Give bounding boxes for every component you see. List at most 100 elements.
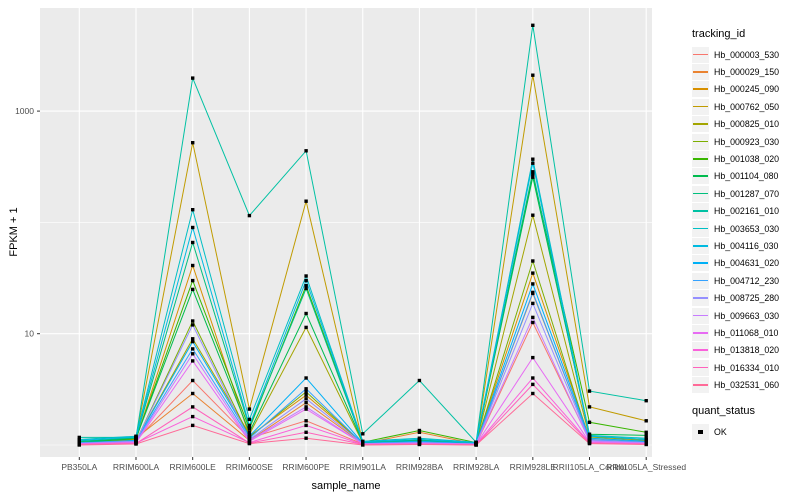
legend-key-swatch (692, 423, 709, 440)
legend-key-swatch (692, 151, 709, 168)
legend-key-line-icon (693, 366, 708, 369)
data-point (191, 391, 195, 396)
data-point (304, 405, 308, 409)
legend: tracking_id Hb_000003_530 Hb_000029_150 Hb… (692, 28, 798, 440)
legend-item-Hb_004712_230: Hb_004712_230 (692, 272, 798, 289)
data-point (644, 437, 648, 442)
legend-item-list: Hb_000003_530 Hb_000029_150 Hb_000245_090 H… (692, 46, 798, 394)
data-point (644, 399, 648, 403)
legend-key-line-icon (693, 192, 708, 195)
x-tick-label: RRIM928BA (396, 462, 444, 472)
legend-key-line-icon (693, 314, 708, 317)
legend-key-swatch (692, 203, 709, 220)
legend-key-swatch (692, 342, 709, 359)
data-point (644, 433, 648, 438)
data-point (304, 397, 308, 401)
data-point (134, 442, 138, 446)
legend-key-swatch (692, 46, 709, 63)
y-axis-title: FPKM + 1 (8, 207, 20, 257)
data-point (77, 435, 81, 440)
legend-item-label: Hb_004116_030 (714, 240, 779, 251)
legend-key-swatch (692, 377, 709, 394)
x-tick-label: RRIM600PE (282, 462, 330, 472)
legend-item-Hb_000762_050: Hb_000762_050 (692, 98, 798, 115)
legend-item-Hb_001038_020: Hb_001038_020 (692, 150, 798, 168)
data-point (474, 443, 478, 447)
data-point (417, 442, 422, 447)
data-point (531, 170, 535, 174)
legend-item-label: Hb_002161_010 (714, 206, 780, 217)
legend-key-swatch (692, 255, 709, 272)
legend-item-Hb_000825_010: Hb_000825_010 (692, 116, 798, 133)
legend-item-Hb_000003_530: Hb_000003_530 (692, 46, 798, 63)
data-point (247, 441, 252, 446)
data-point (191, 208, 195, 212)
legend-key-line-icon (693, 262, 708, 264)
data-point (531, 391, 535, 396)
legend-item-label: Hb_016334_010 (714, 362, 780, 373)
data-point (531, 315, 535, 320)
legend-item-Hb_002161_010: Hb_002161_010 (692, 203, 798, 220)
legend-key-line-icon (693, 105, 708, 108)
data-point (77, 438, 81, 443)
data-point (417, 378, 422, 383)
data-point (191, 339, 195, 344)
legend-key-swatch (692, 324, 709, 341)
data-point (304, 199, 308, 203)
legend-key-line-icon (693, 88, 708, 91)
data-point (191, 225, 195, 230)
data-point (304, 407, 308, 411)
legend-key-line-icon (693, 349, 708, 351)
data-point (247, 427, 252, 431)
x-tick-label: PB350LA (61, 462, 97, 472)
legend-item-Hb_004631_020: Hb_004631_020 (692, 255, 798, 272)
legend-title-quant-status: quant_status (692, 404, 755, 417)
x-tick-label: RRIM928LE (510, 462, 557, 472)
legend-key-swatch (692, 290, 709, 307)
legend-key-swatch (692, 98, 709, 115)
legend-key-swatch (692, 133, 709, 150)
legend-key-line-icon (693, 53, 708, 56)
legend-key-line-icon (693, 384, 708, 386)
data-point (247, 432, 252, 436)
legend-key-swatch (692, 81, 709, 98)
legend-item-Hb_000245_090: Hb_000245_090 (692, 81, 798, 98)
data-point (191, 378, 195, 383)
legend-item-label: Hb_001104_080 (714, 171, 779, 182)
data-point (191, 141, 195, 145)
data-point (247, 417, 252, 422)
data-point (304, 387, 308, 391)
data-point (191, 423, 195, 428)
data-point (531, 172, 535, 177)
legend-item-label: Hb_001287_070 (714, 188, 780, 199)
data-point (304, 436, 308, 440)
data-point (191, 337, 195, 341)
data-point (304, 149, 308, 153)
data-point (531, 271, 535, 275)
x-axis-title: sample_name (311, 480, 381, 492)
data-point (531, 282, 535, 286)
data-point (191, 352, 195, 356)
legend-item-Hb_032531_060: Hb_032531_060 (692, 376, 798, 394)
legend-item-label: Hb_008725_280 (714, 293, 780, 304)
legend-key-swatch (692, 237, 709, 254)
data-point (304, 393, 308, 397)
legend-item-label: Hb_000762_050 (714, 101, 780, 112)
data-point (191, 359, 195, 363)
data-point (191, 263, 195, 268)
data-point (531, 382, 535, 387)
data-point (304, 423, 308, 428)
data-point (304, 284, 308, 288)
legend-item-label: Hb_003653_030 (714, 223, 780, 234)
legend-key-line-icon (693, 297, 708, 299)
data-point (304, 430, 308, 434)
legend-item-Hb_000923_030: Hb_000923_030 (692, 133, 798, 150)
x-tick-label: RRIM600LE (170, 462, 217, 472)
legend-item-label: Hb_004712_230 (714, 275, 780, 286)
data-point (304, 311, 308, 316)
data-point (531, 161, 535, 165)
legend-item-Hb_001104_080: Hb_001104_080 (692, 168, 798, 185)
data-point (531, 175, 535, 179)
data-point (644, 430, 648, 434)
